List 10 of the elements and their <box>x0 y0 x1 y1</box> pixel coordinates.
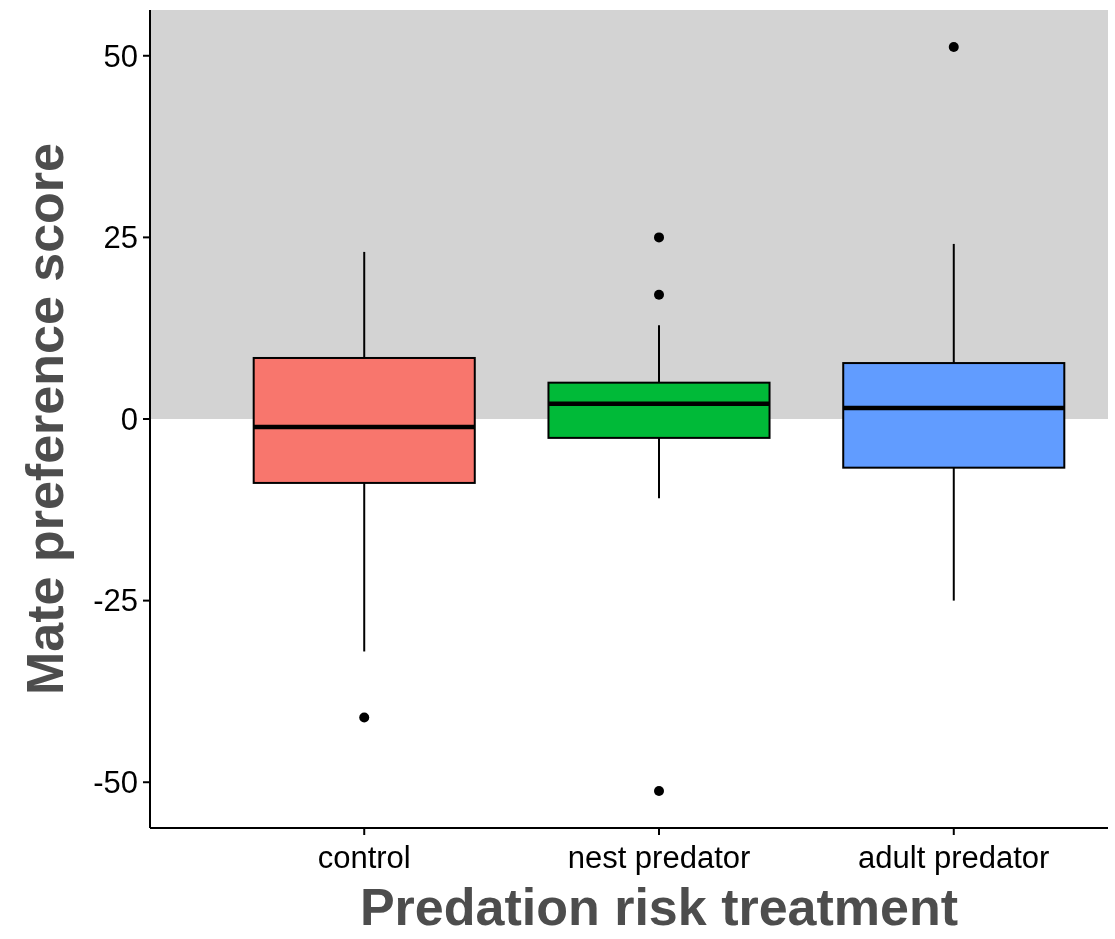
y-axis-title: Mate preference score <box>16 142 74 696</box>
y-tick-label: 0 <box>120 401 138 437</box>
x-tick-label: control <box>317 840 411 875</box>
x-tick-label: nest predator <box>567 840 751 875</box>
y-tick-label: -25 <box>93 583 138 619</box>
y-tick-label: 50 <box>103 38 138 74</box>
x-tick-label: adult predator <box>858 840 1050 875</box>
x-axis-title: Predation risk treatment <box>359 878 959 936</box>
y-tick-label: -50 <box>93 765 138 801</box>
y-tick-label: 25 <box>103 220 138 256</box>
